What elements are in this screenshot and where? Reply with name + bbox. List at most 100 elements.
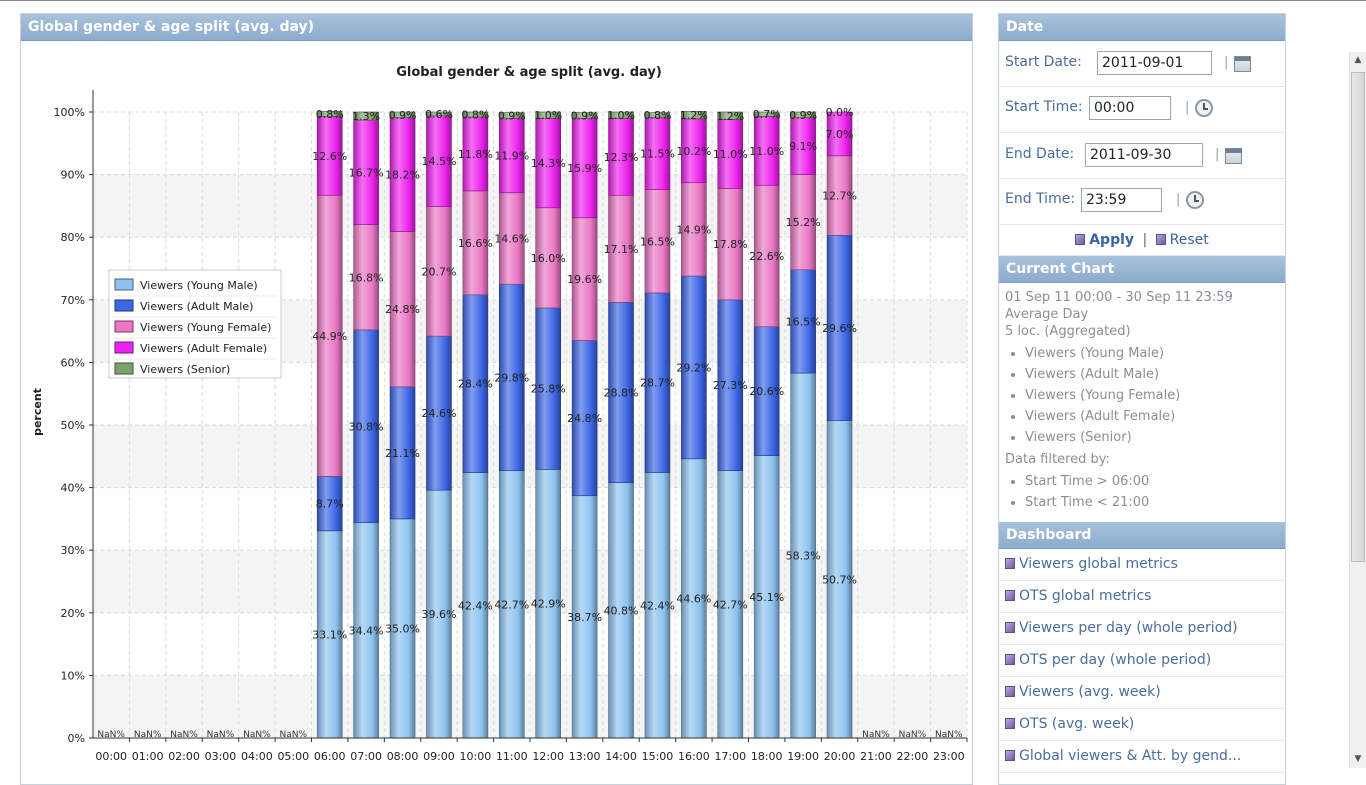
clock-icon[interactable]	[1195, 99, 1213, 117]
bar-segment	[681, 118, 707, 184]
action-icon	[1005, 686, 1015, 697]
data-label: 35.0%	[385, 622, 420, 635]
end-date-input[interactable]	[1085, 143, 1203, 167]
data-label: 11.9%	[494, 150, 529, 163]
start-time-input[interactable]	[1089, 96, 1171, 120]
y-tick-label: 50%	[61, 419, 85, 432]
bar-segment	[353, 224, 379, 331]
stacked-bar-chart: 0% 10% 20% 30% 40% 50% 60% 70% 80% 90% 100% 00:00 01…	[31, 65, 968, 763]
data-label: 0.9%	[789, 109, 817, 122]
data-label: 0.0%	[826, 106, 854, 119]
action-icon	[1005, 654, 1015, 665]
x-tick-label: 16:00	[678, 750, 710, 763]
data-label: 9.1%	[789, 140, 817, 153]
scroll-thumb[interactable]	[1351, 72, 1365, 562]
dashboard-link[interactable]: OTS per day (whole period)	[999, 645, 1285, 677]
data-label: 58.3%	[786, 550, 821, 563]
data-label: 29.8%	[494, 371, 529, 384]
bar-segment	[353, 119, 379, 225]
data-label: 24.8%	[567, 412, 602, 425]
x-tick-label: 21:00	[860, 750, 892, 763]
data-label: 16.5%	[786, 315, 821, 328]
bar-segment	[426, 206, 452, 337]
bar-segment	[753, 184, 780, 328]
y-tick-label: 70%	[61, 294, 85, 307]
end-time-label: End Time:	[1005, 191, 1076, 207]
series-list-item: Viewers (Adult Female)	[1025, 406, 1279, 427]
y-tick-label: 20%	[61, 607, 85, 620]
data-label: 14.3%	[531, 157, 566, 170]
separator: |	[1176, 192, 1181, 207]
data-label: 16.7%	[349, 166, 384, 179]
bar-segment	[571, 340, 598, 497]
bar-segment	[790, 372, 816, 739]
start-date-row: Start Date: |	[999, 41, 1285, 87]
x-tick-label: 23:00	[933, 750, 965, 763]
bar-segment	[498, 112, 525, 119]
bar-segment	[571, 112, 598, 119]
bar-segment	[535, 111, 562, 119]
x-tick-label: 17:00	[714, 750, 746, 763]
end-date-label: End Date:	[1005, 146, 1075, 162]
data-label: 40.8%	[604, 604, 639, 617]
scroll-down-arrow-icon[interactable]: ▼	[1354, 754, 1362, 764]
data-label: 0.6%	[425, 108, 453, 121]
data-label: 0.7%	[753, 108, 781, 121]
data-label: 12.3%	[604, 151, 639, 164]
data-label: 12.7%	[822, 190, 857, 203]
data-label: 39.6%	[421, 608, 456, 621]
nan-label: NaN%	[243, 730, 271, 740]
vertical-scrollbar[interactable]: ▲ ▼	[1349, 52, 1366, 768]
bar-segment	[717, 299, 744, 471]
apply-button[interactable]: Apply	[1075, 232, 1134, 248]
chart-title: Global gender & age split (avg. day)	[396, 65, 662, 80]
bar-segment	[535, 307, 562, 470]
filter-item: Start Time < 21:00	[1025, 492, 1279, 513]
sidebar: Date Start Date: | Start Time: | End Dat…	[998, 13, 1286, 785]
dashboard-link[interactable]: Viewers per day (whole period)	[999, 613, 1285, 645]
bar-segment	[426, 335, 452, 491]
x-tick-label: 02:00	[168, 750, 200, 763]
dashboard-header: Dashboard	[999, 522, 1285, 549]
data-label: 0.9%	[389, 109, 417, 122]
clock-icon[interactable]	[1186, 191, 1204, 209]
bar-segment	[353, 329, 379, 523]
action-icon	[1005, 750, 1015, 761]
nan-label: NaN%	[899, 730, 927, 740]
y-tick-label: 30%	[61, 544, 85, 557]
current-chart-header: Current Chart	[999, 256, 1285, 283]
filter-label: Data filtered by:	[1005, 452, 1110, 467]
y-tick-label: 80%	[61, 231, 85, 244]
calendar-icon[interactable]	[1225, 148, 1242, 164]
data-label: 1.0%	[607, 109, 635, 122]
bar-segment	[826, 235, 853, 421]
data-label: 24.6%	[421, 407, 456, 420]
data-label: 42.4%	[458, 599, 493, 612]
bar-segment	[790, 111, 816, 118]
dashboard-link[interactable]: OTS (avg. week)	[999, 709, 1285, 741]
bar-segment	[389, 111, 416, 118]
data-label: 12.6%	[312, 150, 347, 163]
data-label: 1.0%	[534, 109, 562, 122]
data-label: 10.2%	[676, 145, 711, 158]
bar-segment	[462, 111, 489, 118]
series-list-item: Viewers (Senior)	[1025, 427, 1279, 448]
dashboard-link[interactable]: Viewers global metrics	[999, 549, 1285, 581]
bar-segment	[790, 269, 816, 374]
dashboard-link-label: OTS (avg. week)	[1019, 716, 1135, 732]
x-tick-label: 04:00	[241, 750, 273, 763]
dashboard-link[interactable]: Viewers (avg. week)	[999, 677, 1285, 709]
scroll-up-arrow-icon[interactable]: ▲	[1354, 55, 1362, 65]
dashboard-link[interactable]: Global viewers & Att. by gend...	[999, 741, 1285, 773]
reset-button[interactable]: Reset	[1155, 232, 1209, 248]
start-date-input[interactable]	[1097, 51, 1212, 75]
data-label: 44.6%	[676, 592, 711, 605]
bar-segment	[535, 117, 562, 209]
data-label: 16.5%	[640, 235, 675, 248]
bar-segment	[790, 174, 816, 271]
dashboard-link[interactable]: OTS global metrics	[999, 581, 1285, 613]
end-time-input[interactable]	[1081, 188, 1162, 212]
bar-segment	[826, 111, 853, 157]
x-tick-label: 11:00	[496, 750, 528, 763]
calendar-icon[interactable]	[1234, 56, 1251, 72]
